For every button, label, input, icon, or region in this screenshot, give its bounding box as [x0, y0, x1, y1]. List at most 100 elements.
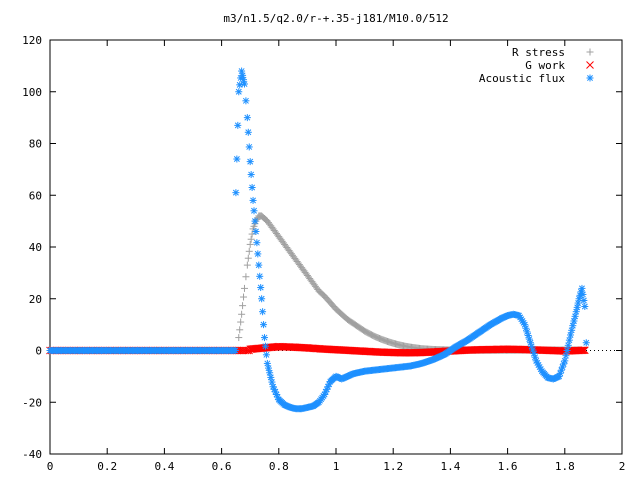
data-point [252, 227, 260, 235]
legend-label: R stress [512, 46, 565, 59]
x-tick-label: 2 [619, 460, 626, 473]
x-tick-label: 0.8 [269, 460, 289, 473]
data-point [561, 357, 569, 365]
data-point [244, 254, 252, 262]
data-point [562, 352, 570, 360]
data-point [521, 321, 529, 329]
data-point [568, 326, 576, 334]
data-point [240, 293, 248, 301]
data-point [242, 97, 250, 105]
data-point [578, 284, 586, 292]
data-point [247, 235, 255, 243]
data-point [248, 183, 256, 191]
data-point [239, 71, 247, 79]
data-point [574, 299, 582, 307]
series-acoustic-flux [46, 67, 590, 413]
data-point [563, 347, 571, 354]
data-point [246, 240, 254, 248]
data-point [573, 303, 581, 311]
y-tick-label: 40 [29, 241, 42, 254]
data-point [251, 217, 259, 225]
data-point [262, 351, 270, 359]
data-point [237, 318, 245, 326]
data-point [523, 328, 531, 336]
y-tick-label: 100 [22, 86, 42, 99]
x-tick-label: 1 [333, 460, 340, 473]
data-point [267, 373, 275, 381]
data-point [530, 350, 538, 358]
legend-marker [586, 74, 594, 82]
y-tick-label: 120 [22, 34, 42, 47]
data-point [244, 128, 252, 136]
chart-title: m3/n1.5/q2.0/r-+.35-j181/M10.0/512 [223, 12, 448, 25]
x-tick-label: 0.2 [97, 460, 117, 473]
data-point [261, 342, 269, 350]
data-point [268, 378, 276, 386]
data-point [261, 334, 268, 342]
x-tick-label: 1.2 [383, 460, 403, 473]
data-point [579, 346, 588, 355]
data-point [233, 155, 241, 163]
data-point [232, 189, 240, 197]
data-point [582, 339, 590, 347]
data-point [242, 273, 250, 281]
x-axis: 0 0.2 0.4 0.6 0.8 1 1.2 1.4 1.6 1.8 2 [47, 40, 626, 473]
y-tick-label: 60 [29, 189, 42, 202]
data-point [235, 334, 243, 342]
data-point [245, 247, 253, 255]
data-point [240, 76, 248, 84]
x-tick-label: 1.8 [555, 460, 575, 473]
y-tick-label: 0 [35, 345, 42, 358]
data-point [524, 331, 532, 339]
data-point [572, 308, 580, 316]
data-point [259, 308, 267, 316]
data-point [255, 261, 263, 269]
data-point [270, 385, 278, 393]
data-point [238, 310, 246, 318]
data-point [528, 342, 536, 350]
data-point [263, 359, 271, 367]
data-point [257, 284, 265, 292]
data-point [235, 88, 243, 96]
data-point [565, 336, 573, 344]
data-point [247, 171, 255, 179]
data-point [236, 326, 244, 334]
data-point [243, 261, 251, 269]
data-point [564, 341, 572, 349]
data-point [234, 121, 242, 129]
x-tick-label: 1.4 [440, 460, 460, 473]
data-point [321, 390, 329, 398]
data-point [243, 114, 251, 122]
data-point [570, 317, 578, 325]
data-point [559, 363, 567, 371]
data-point [239, 302, 247, 310]
data-point [578, 346, 587, 355]
data-point [245, 143, 253, 151]
data-point [246, 158, 254, 166]
legend-marker [586, 61, 594, 69]
y-tick-label: 20 [29, 293, 42, 306]
data-point [248, 230, 256, 238]
y-axis: -40 -20 0 20 40 60 80 100 120 [22, 34, 622, 461]
data-point [577, 346, 586, 355]
data-point [581, 303, 589, 311]
x-tick-label: 0.4 [154, 460, 174, 473]
legend-marker [586, 48, 594, 56]
y-tick-label: -20 [22, 396, 42, 409]
data-point [241, 346, 250, 355]
y-tick-label: -40 [22, 448, 42, 461]
data-point [258, 295, 266, 303]
data-point [236, 81, 244, 89]
data-point [240, 80, 248, 88]
data-point [560, 360, 568, 368]
data-point [569, 322, 577, 330]
data-point [250, 207, 258, 215]
x-tick-label: 0 [47, 460, 54, 473]
legend-label: Acoustic flux [479, 72, 565, 85]
legend-label: G work [525, 59, 565, 72]
x-tick-label: 0.6 [212, 460, 232, 473]
data-point [265, 364, 273, 372]
data-point [238, 67, 246, 75]
